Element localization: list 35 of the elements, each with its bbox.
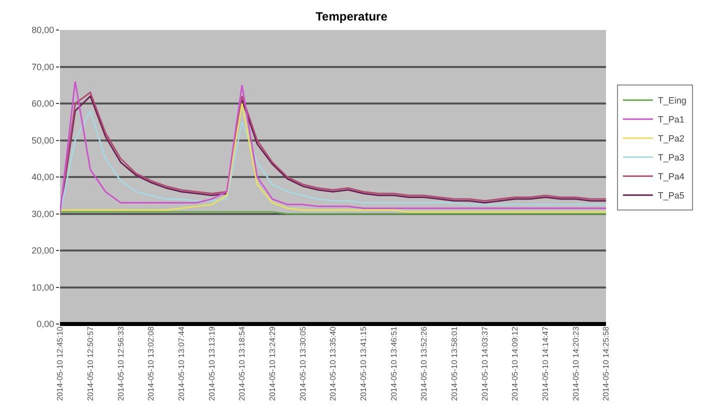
x-tick-label: 2014-05-10 14:25:58 [602, 326, 611, 401]
x-tick-label: 2014-05-10 13:41:15 [358, 326, 368, 401]
x-tick-label: 2014-05-10 13:07:44 [176, 326, 186, 401]
y-tick-label: 20,00 [32, 246, 54, 256]
x-tick-label: 2014-05-10 13:18:54 [238, 326, 247, 401]
x-tick-label: 2014-05-10 13:02:08 [146, 326, 156, 401]
x-tick-label: 2014-05-10 14:14:47 [540, 326, 550, 401]
y-tick-label: 60,00 [32, 98, 54, 109]
x-tick-label: 2014-05-10 14:03:37 [480, 326, 490, 401]
legend-label: T_Pa1 [658, 114, 684, 125]
x-tick-label: 2014-05-10 14:20:23 [571, 326, 580, 401]
legend-label: T_Pa4 [658, 172, 684, 182]
legend-label: T_Pa5 [658, 190, 684, 201]
x-tick-label: 2014-05-10 13:35:40 [328, 326, 338, 401]
x-tick-label: 2014-05-10 13:58:01 [450, 326, 459, 401]
x-tick-label: 2014-05-10 13:24:29 [268, 326, 277, 401]
y-tick-label: 10,00 [32, 282, 54, 292]
x-tick-label: 2014-05-10 12:56:33 [116, 326, 126, 401]
x-tick-label: 2014-05-10 12:50:57 [86, 326, 95, 401]
y-tick-label: 70,00 [32, 62, 54, 72]
x-tick-label: 2014-05-10 14:09:12 [510, 326, 520, 401]
y-tick-label: 80,00 [32, 25, 54, 36]
x-tick-label: 2014-05-10 13:30:05 [298, 326, 308, 401]
y-tick-label: 0,00 [36, 319, 54, 330]
y-tick-label: 30,00 [32, 208, 54, 219]
legend-label: T_Eing [658, 96, 686, 106]
chart-title: Temperature [316, 10, 388, 24]
legend-label: T_Pa2 [658, 134, 684, 144]
legend-label: T_Pa3 [658, 152, 684, 163]
x-tick-label: 2014-05-10 13:52:26 [420, 326, 429, 401]
x-tick-label: 2014-05-10 12:45:10 [56, 326, 65, 401]
y-tick-label: 40,00 [32, 172, 54, 182]
x-tick-label: 2014-05-10 13:46:51 [389, 326, 398, 401]
x-tick-label: 2014-05-10 13:13:19 [207, 326, 216, 401]
y-tick-label: 50,00 [32, 135, 54, 146]
